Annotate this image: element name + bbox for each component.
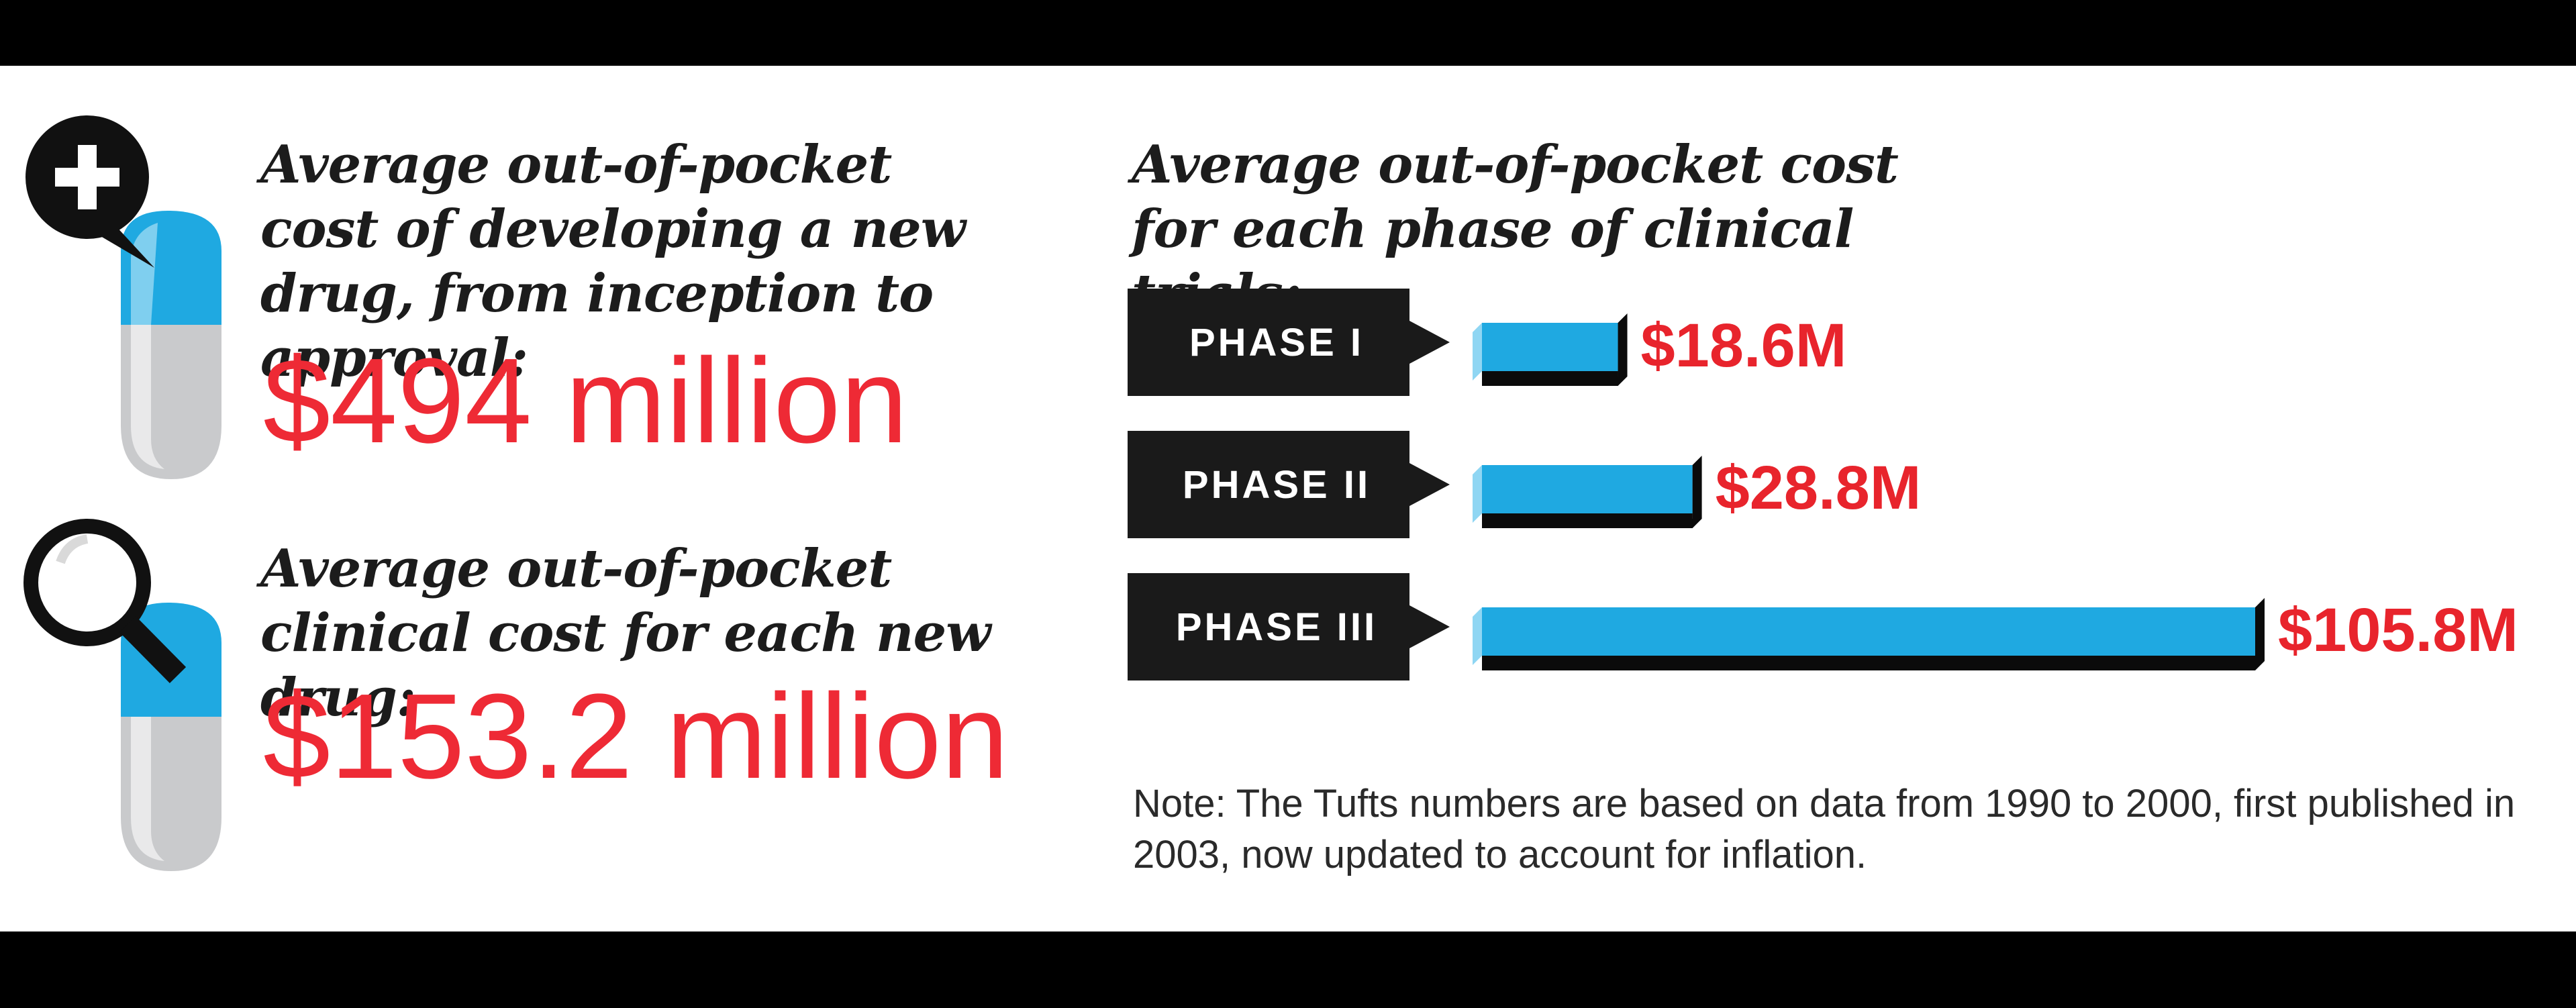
bar-value-label: $105.8M	[2278, 596, 2518, 664]
cost-of-developing-value: $494 million	[263, 334, 908, 468]
phase-label-box	[1128, 289, 1450, 396]
clinical-cost-value: $153.2 million	[263, 669, 1009, 804]
bar-value-label: $28.8M	[1716, 454, 1922, 522]
chart-title: Average out-of-pocket cost for each phas…	[1132, 134, 1899, 324]
pill-plus-icon	[26, 115, 221, 479]
phase-cost-chart: PHASE I $18.6M PHASE II $28.8M PHASE III $105…	[1128, 289, 2518, 681]
bar	[1482, 465, 1693, 513]
content-panel: Average out-of-pocket cost of developing…	[0, 66, 2576, 931]
bar-base	[1482, 371, 1618, 386]
cost-of-developing-heading: Average out-of-pocket cost of developing…	[260, 134, 966, 389]
phase-label-box	[1128, 573, 1450, 681]
bar-base	[1482, 513, 1693, 528]
pill-magnifier-icon	[23, 519, 221, 871]
bar-bevel	[1473, 607, 1482, 665]
bar-bevel	[1473, 465, 1482, 523]
phase-label: PHASE I	[1189, 321, 1364, 364]
bar-base	[1482, 656, 2255, 670]
phase-label-box	[1128, 431, 1450, 538]
bar	[1482, 607, 2255, 656]
bar-value-label: $18.6M	[1641, 311, 1847, 380]
bar-bevel	[1473, 323, 1482, 381]
phase-label: PHASE II	[1183, 463, 1371, 507]
bar	[1482, 323, 1618, 371]
phase-label: PHASE III	[1176, 605, 1377, 649]
clinical-cost-heading: Average out-of-pocket clinical cost for …	[260, 538, 991, 728]
footnote: Note: The Tufts numbers are based on dat…	[1133, 782, 2516, 876]
